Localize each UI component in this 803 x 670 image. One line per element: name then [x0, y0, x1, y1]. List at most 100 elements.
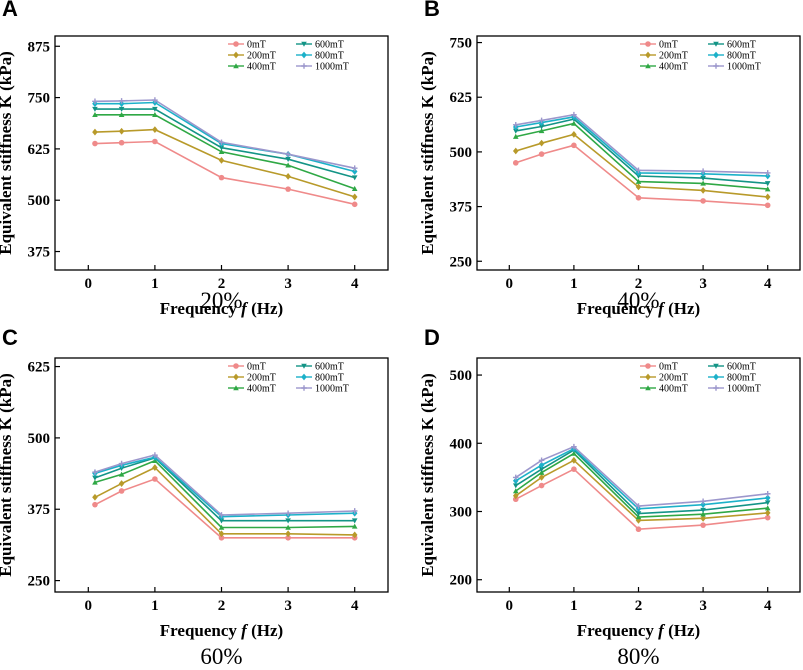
data-point-400mT	[118, 112, 125, 118]
data-point-0mT	[152, 138, 158, 145]
y-tick-label: 250	[450, 254, 473, 270]
legend-label: 200mT	[247, 51, 276, 62]
x-tick-label: 2	[218, 276, 226, 292]
legend-swatch-marker	[713, 385, 719, 391]
data-point-400mT	[635, 178, 642, 184]
x-tick-label: 0	[506, 598, 514, 614]
data-point-200mT	[764, 193, 771, 201]
data-point-600mT	[635, 511, 642, 517]
data-point-0mT	[285, 186, 291, 192]
data-point-400mT	[218, 148, 225, 155]
data-point-0mT	[92, 140, 98, 147]
legend-label: 200mT	[247, 373, 276, 384]
data-point-200mT	[571, 456, 577, 464]
legend-swatch-marker	[233, 41, 239, 47]
legend-label: 400mT	[247, 384, 276, 395]
legend-swatch-marker	[713, 51, 719, 59]
data-point-400mT	[285, 162, 291, 168]
y-tick-label: 625	[28, 142, 51, 158]
y-tick-label: 375	[28, 245, 51, 261]
data-point-400mT	[700, 180, 706, 186]
data-point-1000mT	[571, 443, 577, 450]
x-tick-label: 3	[699, 276, 707, 292]
data-point-0mT	[700, 198, 706, 204]
legend-swatch-marker	[713, 363, 719, 369]
series-line-1000mT	[94, 454, 355, 516]
y-tick-label: 300	[450, 504, 473, 520]
x-tick-label: 0	[85, 276, 93, 292]
data-point-200mT	[285, 173, 291, 180]
data-point-200mT	[700, 514, 706, 522]
y-tick-label: 875	[28, 39, 51, 55]
x-axis-label: Frequency f (Hz)	[577, 621, 700, 640]
data-point-1000mT	[764, 490, 771, 497]
legend-label: 200mT	[659, 373, 688, 384]
data-point-600mT	[285, 156, 291, 162]
legend-label: 400mT	[659, 62, 688, 73]
x-tick-label: 4	[351, 276, 359, 292]
data-point-0mT	[700, 522, 706, 528]
data-point-400mT	[218, 524, 225, 530]
data-point-200mT	[512, 492, 519, 500]
y-axis-label: Equivalent stiffness K (kPa)	[418, 51, 437, 255]
data-point-600mT	[538, 124, 545, 130]
series-line-800mT	[94, 456, 355, 518]
legend-swatch-marker	[645, 363, 651, 369]
data-point-200mT	[351, 193, 358, 201]
legend-swatch-marker	[713, 373, 719, 381]
series-line-400mT	[95, 114, 355, 190]
legend-swatch-marker	[233, 51, 239, 59]
y-tick-label: 500	[450, 145, 473, 161]
series-line-200mT	[94, 466, 355, 536]
y-axis-label: Equivalent stiffness K (kPa)	[0, 51, 15, 255]
legend-swatch-marker	[645, 41, 651, 47]
data-point-600mT	[92, 106, 98, 112]
data-point-0mT	[218, 174, 225, 181]
legend-label: 0mT	[247, 40, 266, 51]
y-tick-label: 500	[450, 368, 473, 384]
panel-caption: 20%	[200, 288, 242, 313]
data-point-400mT	[152, 112, 158, 118]
chart-panel-c: C 250 375 500 625 0 1 2 3 4 Equivalent stiffness K…	[0, 325, 389, 669]
data-point-400mT	[285, 524, 291, 530]
series-line-1000mT	[515, 113, 768, 174]
x-tick-label: 4	[351, 598, 359, 614]
data-point-400mT	[351, 185, 358, 191]
data-point-600mT	[538, 466, 545, 473]
data-point-400mT	[764, 505, 771, 511]
y-tick-label: 375	[28, 502, 51, 518]
data-point-600mT	[218, 145, 225, 151]
data-point-1000mT	[635, 167, 642, 174]
legend-label: 600mT	[727, 40, 756, 51]
y-tick-label: 750	[450, 36, 473, 52]
y-tick-label: 750	[28, 91, 51, 107]
legend-label: 0mT	[659, 40, 678, 51]
data-point-400mT	[764, 186, 771, 192]
series-line-400mT	[94, 459, 355, 529]
x-axis-label: Frequency f (Hz)	[160, 621, 283, 640]
data-point-1000mT	[538, 117, 545, 124]
data-point-600mT	[764, 500, 771, 506]
series-line-600mT	[515, 118, 768, 185]
y-tick-label: 625	[28, 360, 51, 376]
data-point-0mT	[571, 466, 577, 473]
data-point-600mT	[351, 175, 358, 181]
data-point-600mT	[700, 175, 706, 181]
data-point-200mT	[118, 127, 125, 135]
panel-caption: 40%	[617, 288, 659, 313]
data-point-1000mT	[218, 139, 225, 146]
data-point-0mT	[118, 139, 125, 146]
data-point-800mT	[118, 100, 125, 108]
series-line-0mT	[94, 140, 355, 206]
data-point-800mT	[764, 494, 771, 502]
y-tick-label: 200	[450, 573, 473, 589]
data-point-1000mT	[118, 98, 125, 104]
series-line-0mT	[515, 468, 768, 531]
data-point-200mT	[92, 128, 98, 136]
data-point-1000mT	[285, 151, 291, 158]
y-tick-label: 625	[450, 90, 473, 106]
data-point-200mT	[512, 147, 519, 155]
series-line-200mT	[515, 133, 768, 198]
legend-swatch-marker	[645, 51, 651, 59]
